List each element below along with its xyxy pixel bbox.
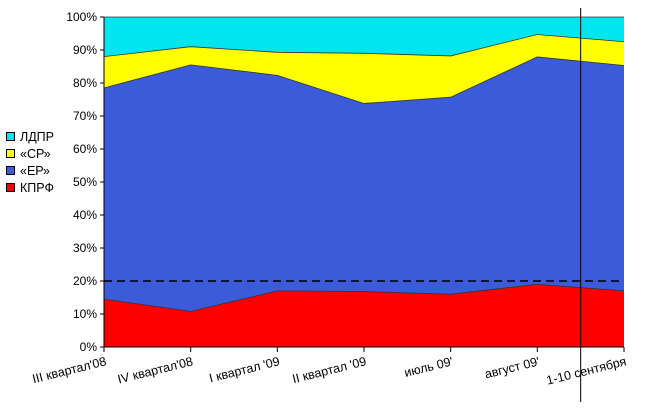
- x-tick-label: июль 09': [403, 354, 455, 380]
- x-tick-label: III квартал'08: [31, 354, 108, 386]
- y-tick-label: 70%: [73, 109, 97, 123]
- y-tick-label: 20%: [73, 274, 97, 288]
- legend-item: «СР»: [6, 145, 54, 162]
- legend-swatch: [6, 166, 15, 175]
- y-tick-label: 10%: [73, 307, 97, 321]
- legend-label: ЛДПР: [20, 129, 54, 144]
- legend-swatch: [6, 132, 15, 141]
- legend-item: ЛДПР: [6, 128, 54, 145]
- series-line-«СР»: [103, 34, 625, 57]
- y-tick-label: 0%: [80, 340, 98, 354]
- legend-label: «СР»: [20, 146, 51, 161]
- area-«СР»: [104, 34, 624, 104]
- x-tick-label: II квартал '09: [291, 354, 368, 386]
- legend-label: «ЕР»: [20, 163, 50, 178]
- y-tick-label: 60%: [73, 142, 97, 156]
- y-tick-label: 30%: [73, 241, 97, 255]
- x-tick-label: I квартал '09: [208, 354, 281, 385]
- y-tick-label: 100%: [66, 10, 97, 24]
- area-ЛДПР: [104, 17, 624, 57]
- x-tick-label: 1-10 сентября: [545, 354, 628, 387]
- x-tick-label: IV квартал'08: [116, 354, 194, 386]
- legend-item: КПРФ: [6, 179, 54, 196]
- series-line-«ЕР»: [103, 56, 625, 104]
- y-tick-label: 50%: [73, 175, 97, 189]
- area-КПРФ: [104, 284, 624, 347]
- legend-item: «ЕР»: [6, 162, 54, 179]
- legend-swatch: [6, 183, 15, 192]
- legend: ЛДПР «СР» «ЕР» КПРФ: [6, 128, 54, 196]
- x-tick-label: август 09': [483, 354, 541, 381]
- y-tick-label: 80%: [73, 76, 97, 90]
- series-line-КПРФ: [103, 283, 625, 312]
- legend-label: КПРФ: [20, 180, 54, 195]
- y-tick-label: 40%: [73, 208, 97, 222]
- area-«ЕР»: [104, 56, 624, 312]
- legend-swatch: [6, 149, 15, 158]
- y-tick-label: 90%: [73, 43, 97, 57]
